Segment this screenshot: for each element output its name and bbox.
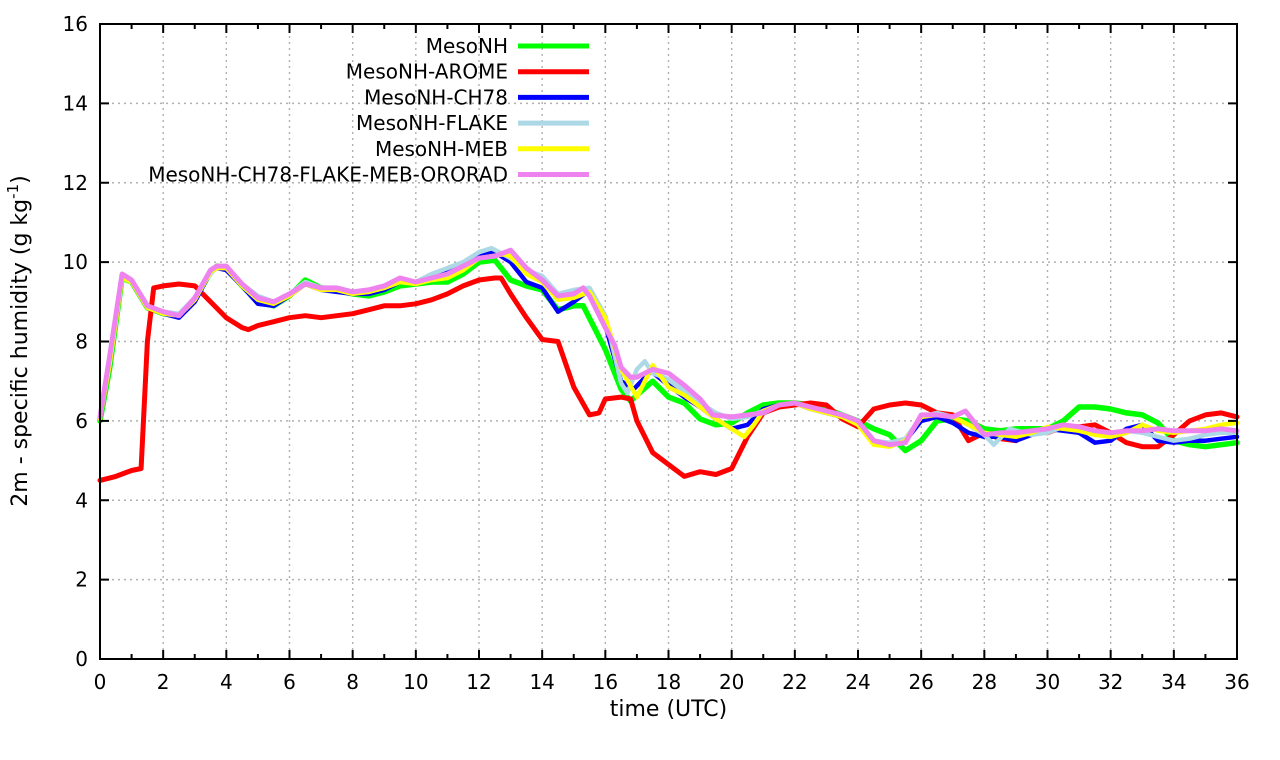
y-tick-label: 6: [75, 409, 88, 433]
x-tick-label: 0: [94, 670, 107, 694]
x-tick-label: 12: [466, 670, 491, 694]
axis-ticks: [99, 23, 1238, 660]
legend-entry: MesoNH: [426, 34, 589, 58]
y-axis-title: 2m - specific humidity (g kg-1): [4, 175, 33, 506]
legend-label: MesoNH-FLAKE: [356, 111, 508, 135]
legend-label: MesoNH: [426, 34, 508, 58]
legend-label: MesoNH-MEB: [375, 137, 508, 161]
legend: MesoNHMesoNH-AROMEMesoNH-CH78MesoNH-FLAK…: [148, 34, 589, 187]
legend-entry: MesoNH-AROME: [346, 60, 589, 84]
series-line-mesonh-ch78-flake-meb-ororad: [97, 247, 1240, 448]
y-tick-label: 14: [63, 91, 88, 115]
x-tick-label: 32: [1098, 670, 1123, 694]
grid: [100, 24, 1237, 659]
x-tick-label: 28: [972, 670, 997, 694]
y-tick-label: 4: [75, 488, 88, 512]
x-tick-label: 20: [719, 670, 744, 694]
x-tick-label: 34: [1161, 670, 1186, 694]
x-tick-label: 26: [908, 670, 933, 694]
y-tick-label: 0: [75, 647, 88, 671]
tick-labels: 0 2 4 6 8 10 12 14 16 18 20 22 24 26 28 30 32 34 360246810…: [63, 12, 1250, 694]
y-tick-label: 10: [63, 250, 88, 274]
x-tick-label: 22: [782, 670, 807, 694]
x-tick-label: 10: [403, 670, 428, 694]
y-tick-label: 12: [63, 171, 88, 195]
y-tick-label: 2: [75, 568, 88, 592]
legend-label: MesoNH-CH78-FLAKE-MEB-ORORAD: [148, 163, 508, 187]
legend-entry: MesoNH-CH78-FLAKE-MEB-ORORAD: [148, 163, 589, 187]
x-tick-label: 16: [593, 670, 618, 694]
legend-label: MesoNH-AROME: [346, 60, 508, 84]
x-tick-label: 14: [529, 670, 554, 694]
x-tick-label: 8: [346, 670, 359, 694]
y-tick-label: 8: [75, 330, 88, 354]
x-tick-label: 30: [1035, 670, 1060, 694]
x-axis-title: time (UTC): [610, 697, 727, 722]
y-tick-label: 16: [63, 12, 88, 36]
x-tick-label: 2: [157, 670, 170, 694]
legend-entry: MesoNH-CH78: [364, 85, 589, 109]
x-tick-label: 36: [1224, 670, 1249, 694]
x-tick-label: 24: [845, 670, 870, 694]
x-tick-label: 6: [283, 670, 296, 694]
legend-label: MesoNH-CH78: [364, 85, 508, 109]
x-tick-label: 4: [220, 670, 233, 694]
x-tick-label: 18: [656, 670, 681, 694]
legend-entry: MesoNH-FLAKE: [356, 111, 589, 135]
legend-entry: MesoNH-MEB: [375, 137, 589, 161]
